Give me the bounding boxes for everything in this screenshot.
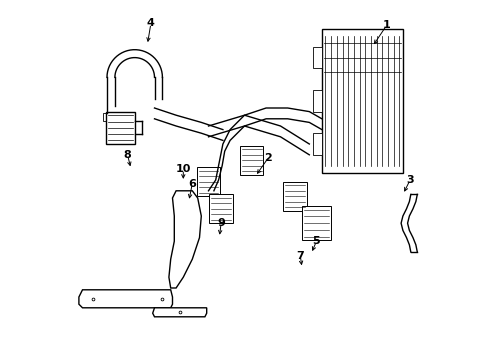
- Polygon shape: [152, 308, 206, 317]
- Bar: [209, 194, 232, 223]
- Bar: [312, 47, 321, 68]
- Text: 9: 9: [217, 218, 224, 228]
- Bar: [321, 29, 402, 173]
- Polygon shape: [168, 191, 201, 288]
- Text: 2: 2: [264, 153, 271, 163]
- Bar: [196, 167, 220, 196]
- Text: 3: 3: [406, 175, 413, 185]
- Text: 6: 6: [188, 179, 196, 189]
- Bar: [103, 113, 122, 121]
- Text: 8: 8: [123, 150, 131, 160]
- Polygon shape: [79, 290, 172, 308]
- Bar: [312, 133, 321, 155]
- Text: 10: 10: [175, 164, 191, 174]
- Bar: [106, 112, 134, 144]
- Text: 7: 7: [296, 251, 304, 261]
- Text: 5: 5: [312, 236, 320, 246]
- Text: 1: 1: [382, 20, 390, 30]
- Bar: [302, 206, 330, 240]
- Bar: [283, 182, 306, 211]
- Text: 4: 4: [147, 18, 155, 28]
- Bar: [312, 90, 321, 112]
- Bar: [240, 146, 263, 175]
